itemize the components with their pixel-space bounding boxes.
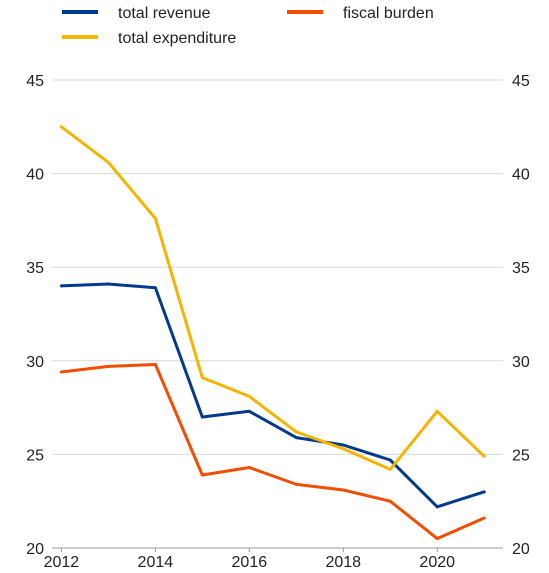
legend-label-fiscal-burden: fiscal burden xyxy=(343,5,434,22)
point-total-expenditure-2016 xyxy=(247,394,251,398)
point-fiscal-burden-2021 xyxy=(482,516,486,520)
x-tick-2018: 2018 xyxy=(325,554,361,571)
y-tick-left-25: 25 xyxy=(26,447,44,464)
point-total-expenditure-2017 xyxy=(294,430,298,434)
point-fiscal-burden-2016 xyxy=(247,466,251,470)
x-tick-2020: 2020 xyxy=(419,554,455,571)
x-axis: 2012 2014 2016 2018 2020 xyxy=(44,548,455,571)
x-tick-2016: 2016 xyxy=(232,554,268,571)
point-total-expenditure-2018 xyxy=(341,447,345,451)
point-total-revenue-2017 xyxy=(294,436,298,440)
point-total-revenue-2016 xyxy=(247,409,251,413)
y-tick-right-25: 25 xyxy=(512,447,530,464)
point-fiscal-burden-2014 xyxy=(153,363,157,367)
point-fiscal-burden-2017 xyxy=(294,482,298,486)
point-fiscal-burden-2020 xyxy=(435,537,439,541)
point-fiscal-burden-2019 xyxy=(388,499,392,503)
point-fiscal-burden-2012 xyxy=(59,370,63,374)
point-total-revenue-2018 xyxy=(341,443,345,447)
gridlines xyxy=(52,79,503,549)
point-total-expenditure-2021 xyxy=(482,454,486,458)
point-total-revenue-2021 xyxy=(482,490,486,494)
y-tick-right-30: 30 xyxy=(512,354,530,371)
y-axis-left: 20 25 30 35 40 45 xyxy=(26,73,44,558)
y-tick-right-20: 20 xyxy=(512,541,530,558)
y-tick-left-40: 40 xyxy=(26,167,44,184)
y-tick-right-45: 45 xyxy=(512,73,530,90)
point-total-expenditure-2013 xyxy=(106,160,110,164)
x-tick-2014: 2014 xyxy=(138,554,174,571)
point-fiscal-burden-2015 xyxy=(200,473,204,477)
series-lines xyxy=(59,125,486,541)
legend: total revenue total expenditure fiscal bur… xyxy=(62,5,434,47)
legend-label-total-revenue: total revenue xyxy=(118,5,211,22)
y-tick-right-40: 40 xyxy=(512,167,530,184)
point-total-revenue-2015 xyxy=(200,415,204,419)
point-total-expenditure-2019 xyxy=(388,467,392,471)
point-total-expenditure-2012 xyxy=(59,125,63,129)
point-total-revenue-2014 xyxy=(153,286,157,290)
y-tick-left-20: 20 xyxy=(26,541,44,558)
y-tick-left-30: 30 xyxy=(26,354,44,371)
x-tick-2012: 2012 xyxy=(44,554,80,571)
point-total-expenditure-2020 xyxy=(435,409,439,413)
series-line-total-expenditure xyxy=(60,125,486,471)
point-total-revenue-2012 xyxy=(59,284,63,288)
point-total-revenue-2019 xyxy=(388,458,392,462)
point-total-revenue-2013 xyxy=(106,282,110,286)
y-tick-right-35: 35 xyxy=(512,260,530,277)
point-total-expenditure-2014 xyxy=(153,217,157,221)
y-axis-right: 20 25 30 35 40 45 xyxy=(512,73,530,558)
series-line-total-revenue xyxy=(61,282,485,509)
point-total-revenue-2020 xyxy=(435,505,439,509)
point-total-expenditure-2015 xyxy=(200,376,204,380)
point-fiscal-burden-2013 xyxy=(106,364,110,368)
series-line-fiscal-burden xyxy=(61,363,485,541)
legend-label-total-expenditure: total expenditure xyxy=(118,30,236,47)
point-fiscal-burden-2018 xyxy=(341,488,345,492)
y-tick-left-35: 35 xyxy=(26,260,44,277)
y-tick-left-45: 45 xyxy=(26,73,44,90)
